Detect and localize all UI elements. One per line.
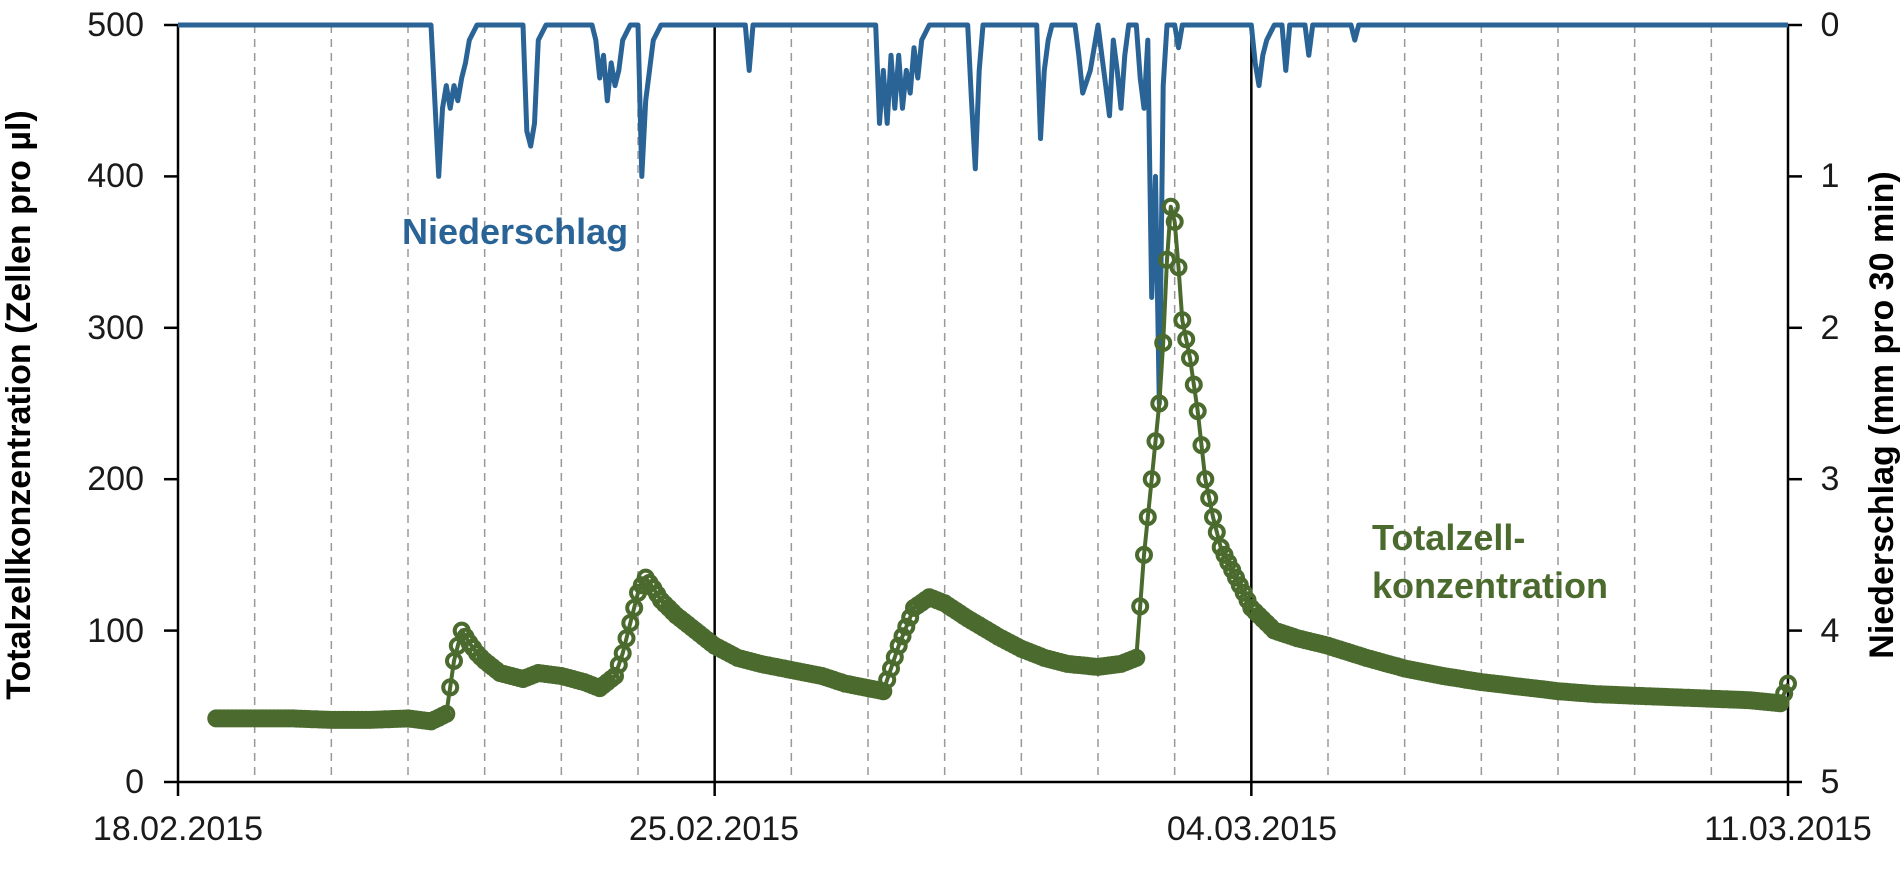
axis-ticks	[164, 23, 1802, 796]
y-left-tick-labels: 0 100 200 300 400 500	[87, 6, 144, 801]
series-niederschlag	[178, 22, 1788, 406]
y-right-tick-label: 0	[1821, 6, 1840, 44]
data-point	[1131, 597, 1150, 616]
data-point	[1150, 394, 1169, 413]
x-tick-label: 11.03.2015	[1704, 810, 1872, 848]
data-point	[1200, 489, 1219, 508]
data-point	[893, 627, 912, 646]
y-right-tick-label: 3	[1821, 460, 1840, 498]
y-right-tick-label: 5	[1821, 763, 1840, 801]
y-left-tick-label: 300	[87, 309, 144, 347]
data-point	[1169, 258, 1188, 277]
series-label-totalzell-line2: konzentration	[1372, 565, 1608, 606]
data-point	[1173, 311, 1192, 330]
series-totalzellkonzentration	[207, 197, 1797, 731]
y-left-tick-label: 0	[125, 763, 144, 801]
y-left-tick-label: 400	[87, 157, 144, 195]
y-right-tick-labels: 0 1 2 3 4 5	[1821, 6, 1840, 801]
data-point	[1138, 508, 1157, 526]
x-tick-label: 04.03.2015	[1167, 810, 1337, 848]
data-point	[1771, 694, 1790, 713]
y-right-axis-title: Niederschlag (mm pro 30 min)	[1863, 171, 1901, 658]
data-point	[1127, 648, 1146, 667]
axes	[176, 25, 1790, 784]
y-left-tick-label: 200	[87, 460, 144, 498]
data-point	[445, 651, 463, 670]
series-label-niederschlag: Niederschlag	[402, 211, 628, 252]
data-point	[1165, 212, 1184, 231]
data-point	[897, 617, 916, 636]
data-point	[901, 608, 920, 627]
series-label-totalzell-line1: Totalzell-	[1372, 517, 1525, 558]
minor-gridlines	[253, 25, 1713, 782]
data-point	[1192, 436, 1211, 455]
data-point	[1135, 545, 1153, 564]
data-point	[1196, 470, 1215, 489]
y-right-tick-label: 1	[1821, 157, 1840, 195]
data-point	[437, 704, 456, 723]
series-line-niederschlag	[178, 22, 1788, 406]
y-left-tick-label: 500	[87, 6, 144, 44]
data-point	[1775, 684, 1794, 703]
data-point	[1779, 674, 1797, 693]
data-point	[1154, 333, 1173, 352]
y-left-axis-title: Totalzellkonzentration (Zellen pro µl)	[0, 110, 38, 699]
data-point	[1142, 470, 1161, 489]
y-right-tick-label: 2	[1821, 309, 1840, 347]
x-tick-label: 25.02.2015	[629, 810, 799, 848]
y-left-tick-label: 100	[87, 612, 144, 650]
y-right-tick-label: 4	[1821, 612, 1840, 650]
data-point	[617, 629, 636, 648]
data-point	[1188, 402, 1207, 421]
data-point	[1181, 349, 1199, 368]
x-tick-label: 18.02.2015	[93, 810, 263, 848]
x-tick-labels: 18.02.2015 25.02.2015 04.03.2015 11.03.2…	[93, 810, 1872, 848]
data-point	[441, 678, 460, 697]
data-point	[1177, 330, 1196, 349]
data-point	[889, 636, 908, 655]
data-point	[1184, 375, 1203, 394]
data-point	[1146, 432, 1165, 451]
